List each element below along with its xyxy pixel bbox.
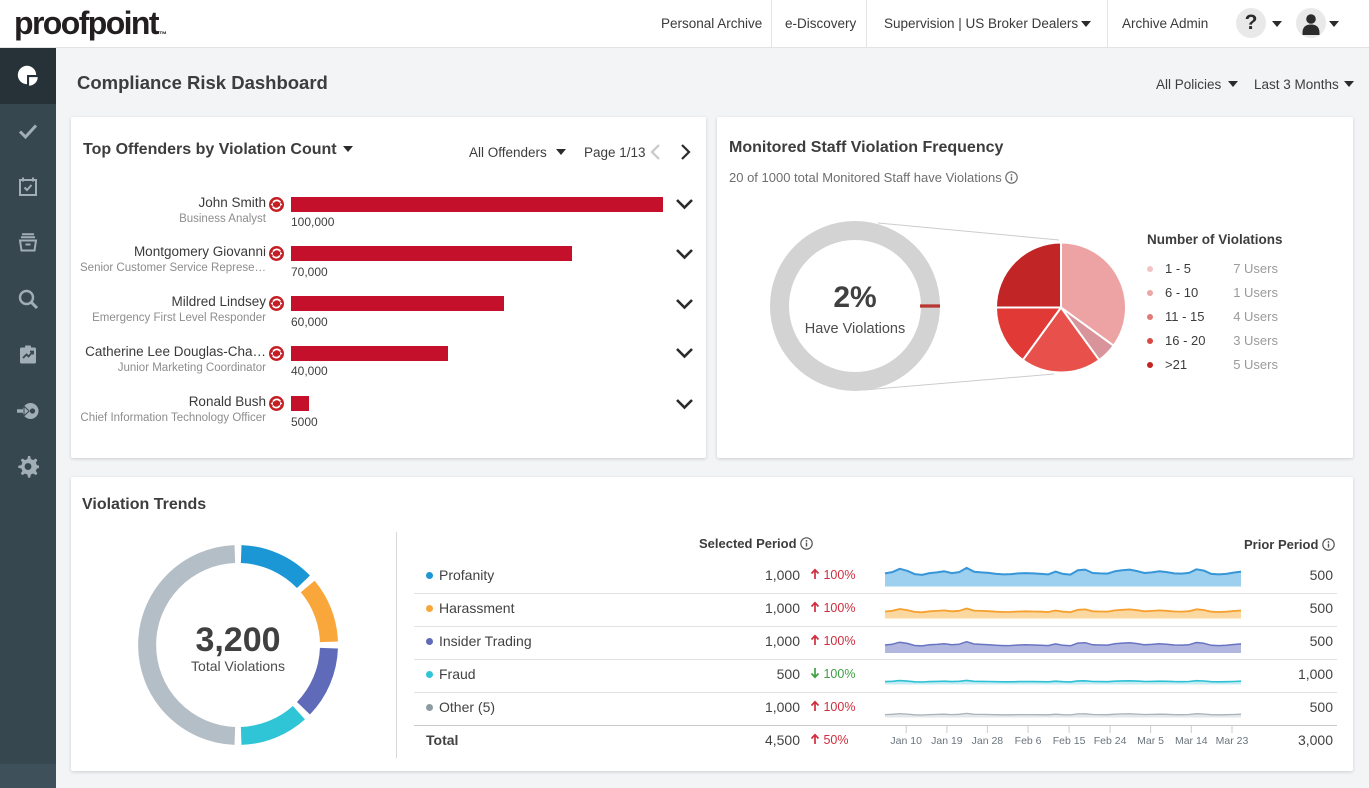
svg-text:Feb 24: Feb 24 — [1094, 735, 1127, 747]
svg-text:Mar 5: Mar 5 — [1137, 735, 1164, 747]
svg-text:Mar 23: Mar 23 — [1216, 735, 1249, 747]
svg-text:Feb 6: Feb 6 — [1015, 735, 1042, 747]
svg-text:Mar 14: Mar 14 — [1175, 735, 1208, 747]
svg-text:2%: 2% — [833, 281, 876, 314]
svg-text:Jan 19: Jan 19 — [931, 735, 963, 747]
svg-text:Have Violations: Have Violations — [805, 321, 906, 337]
svg-text:Feb 15: Feb 15 — [1053, 735, 1086, 747]
svg-text:Jan 28: Jan 28 — [972, 735, 1004, 747]
svg-text:3,200: 3,200 — [195, 621, 280, 659]
svg-text:Jan 10: Jan 10 — [890, 735, 922, 747]
svg-text:Total Violations: Total Violations — [191, 658, 285, 674]
svg-text:Number of Violations: Number of Violations — [1147, 232, 1283, 247]
